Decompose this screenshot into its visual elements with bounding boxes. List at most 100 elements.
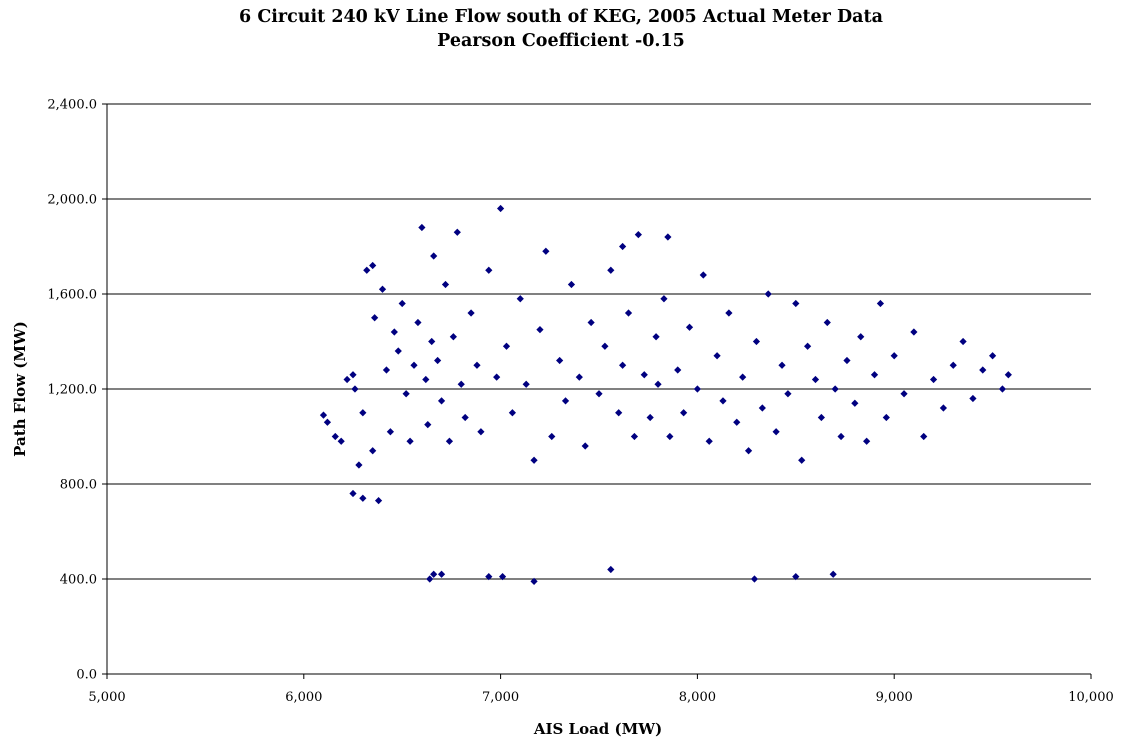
data-point	[493, 373, 501, 381]
data-point	[837, 432, 845, 441]
data-point	[371, 314, 379, 322]
data-point	[646, 413, 654, 422]
data-point	[485, 573, 493, 581]
data-point	[430, 252, 438, 260]
data-point	[660, 295, 668, 303]
data-point	[581, 442, 589, 450]
data-point	[989, 352, 997, 360]
data-point	[817, 413, 825, 422]
data-point	[792, 573, 800, 581]
data-point	[369, 447, 377, 455]
data-point	[422, 375, 430, 384]
data-point	[406, 437, 414, 445]
data-point	[343, 375, 351, 384]
x-axis-title: AIS Load (MW)	[533, 720, 662, 738]
data-point	[772, 428, 780, 436]
data-point	[595, 390, 603, 398]
data-point	[337, 437, 345, 445]
y-tick-label: 1,200.0	[47, 383, 97, 398]
data-point	[778, 361, 786, 369]
data-point	[654, 380, 662, 388]
data-point	[355, 461, 363, 469]
chart-subtitle: Pearson Coefficient -0.15	[437, 31, 685, 51]
data-point	[467, 309, 475, 317]
data-point	[758, 404, 766, 412]
data-point	[414, 318, 422, 327]
data-point	[457, 380, 465, 388]
data-point	[784, 390, 792, 398]
data-point	[530, 456, 538, 464]
data-point	[798, 456, 806, 464]
data-point	[929, 375, 938, 384]
data-point	[434, 356, 442, 365]
data-point	[920, 432, 928, 441]
data-point	[567, 280, 576, 289]
data-point	[363, 266, 371, 274]
data-point	[630, 432, 639, 441]
data-point	[719, 397, 727, 405]
data-point	[693, 385, 701, 393]
data-point	[910, 328, 918, 336]
axes	[102, 103, 1092, 679]
data-point	[725, 309, 733, 317]
data-point	[792, 299, 800, 308]
data-point	[969, 394, 977, 403]
data-point	[680, 409, 688, 417]
tick-labels: 0.0 400.0 800.0 1,200.0 1,600.0 2,000.0 2,400.…	[47, 98, 1113, 706]
x-tick-label: 5,000	[88, 690, 125, 705]
data-point	[441, 280, 450, 289]
data-point	[323, 418, 332, 426]
data-point	[536, 326, 544, 334]
data-point	[615, 409, 623, 417]
data-point	[843, 356, 851, 365]
data-point	[664, 233, 672, 241]
data-point	[831, 385, 839, 393]
data-point	[369, 261, 377, 270]
data-point	[461, 413, 469, 422]
data-point	[949, 361, 957, 369]
data-point	[485, 266, 493, 274]
data-point	[811, 375, 820, 384]
data-point	[556, 356, 564, 365]
data-point	[739, 373, 747, 381]
data-point	[607, 565, 615, 574]
data-point	[394, 347, 402, 355]
data-point	[516, 295, 524, 303]
data-point	[477, 428, 485, 436]
data-point	[890, 352, 898, 360]
data-point	[752, 337, 761, 346]
chart-title: 6 Circuit 240 kV Line Flow south of KEG,…	[239, 7, 883, 27]
data-point	[939, 404, 947, 412]
data-point	[498, 573, 507, 581]
data-point	[402, 390, 410, 398]
data-point	[497, 204, 505, 213]
data-point	[823, 318, 831, 327]
data-point	[378, 285, 387, 293]
data-point	[542, 247, 550, 255]
data-point	[331, 432, 339, 441]
data-point	[502, 342, 511, 350]
data-point	[386, 428, 394, 436]
data-point	[1004, 371, 1012, 379]
data-point	[359, 409, 367, 417]
data-point	[619, 242, 627, 251]
data-point	[624, 309, 633, 317]
data-point	[530, 577, 538, 585]
data-point	[351, 385, 359, 393]
data-point	[587, 318, 595, 327]
data-points	[319, 204, 1012, 585]
x-tick-label: 7,000	[482, 690, 519, 705]
data-point	[863, 437, 871, 445]
data-point	[998, 385, 1007, 393]
data-point	[750, 575, 759, 583]
y-tick-label: 800.0	[60, 478, 97, 493]
data-point	[561, 397, 570, 405]
data-point	[437, 397, 446, 405]
data-point	[449, 333, 457, 341]
data-point	[410, 361, 418, 369]
data-point	[959, 337, 967, 346]
data-point	[764, 290, 772, 298]
data-point	[634, 231, 642, 239]
data-point	[453, 228, 461, 236]
